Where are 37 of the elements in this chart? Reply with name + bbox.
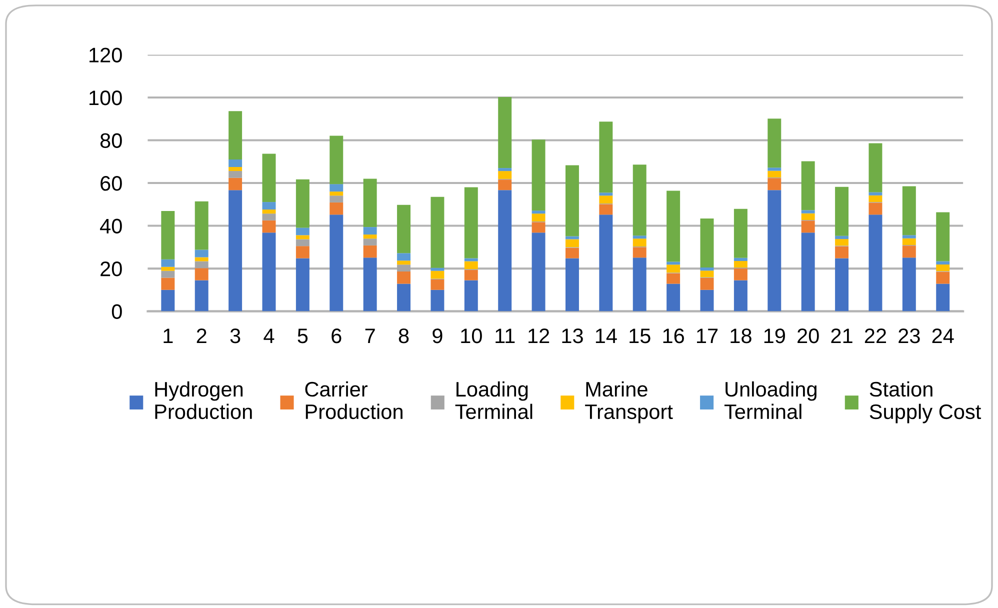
legend-label: Station Supply Cost xyxy=(870,381,982,424)
x-tick-label: 5 xyxy=(298,328,308,344)
x-tick-label: 9 xyxy=(432,328,442,344)
x-tick-label: 15 xyxy=(630,328,650,344)
x-tick-label: 10 xyxy=(461,328,482,344)
y-tick-label: 20 xyxy=(100,262,122,276)
x-tick-label: 23 xyxy=(898,328,920,344)
x-tick-label: 22 xyxy=(864,328,886,344)
y-tick-label: 0 xyxy=(112,304,122,320)
x-tick-label: 2 xyxy=(196,328,206,344)
x-tick-label: 3 xyxy=(230,328,240,344)
legend-label: Hydrogen Production xyxy=(155,381,252,420)
x-tick-label: 8 xyxy=(398,328,409,344)
x-tick-label: 13 xyxy=(562,328,583,344)
y-tick-label: 80 xyxy=(100,133,122,148)
x-tick-label: 11 xyxy=(496,328,515,344)
x-tick-label: 17 xyxy=(697,328,718,344)
y-tick-label: 120 xyxy=(90,48,122,62)
x-tick-label: 18 xyxy=(730,328,752,344)
y-tick-label: 100 xyxy=(90,90,122,106)
x-tick-label: 12 xyxy=(528,328,550,344)
legend-label: Carrier Production xyxy=(305,381,402,420)
x-tick-label: 21 xyxy=(831,328,852,344)
x-tick-label: 1 xyxy=(164,328,173,344)
y-tick-label: 40 xyxy=(100,218,122,234)
legend-label: Loading Terminal xyxy=(455,381,532,420)
y-tick-label: 60 xyxy=(100,176,122,191)
x-tick-label: 24 xyxy=(932,328,954,344)
x-tick-label: 19 xyxy=(764,328,785,344)
x-tick-label: 7 xyxy=(365,328,375,344)
x-tick-label: 16 xyxy=(663,328,684,344)
x-tick-label: 14 xyxy=(596,328,617,344)
legend-label: Marine Transport xyxy=(585,381,673,424)
x-tick-label: 6 xyxy=(332,328,342,344)
x-tick-label: 20 xyxy=(798,328,819,344)
x-tick-label: 4 xyxy=(264,328,274,344)
legend-label: Unloading Terminal xyxy=(724,381,816,420)
